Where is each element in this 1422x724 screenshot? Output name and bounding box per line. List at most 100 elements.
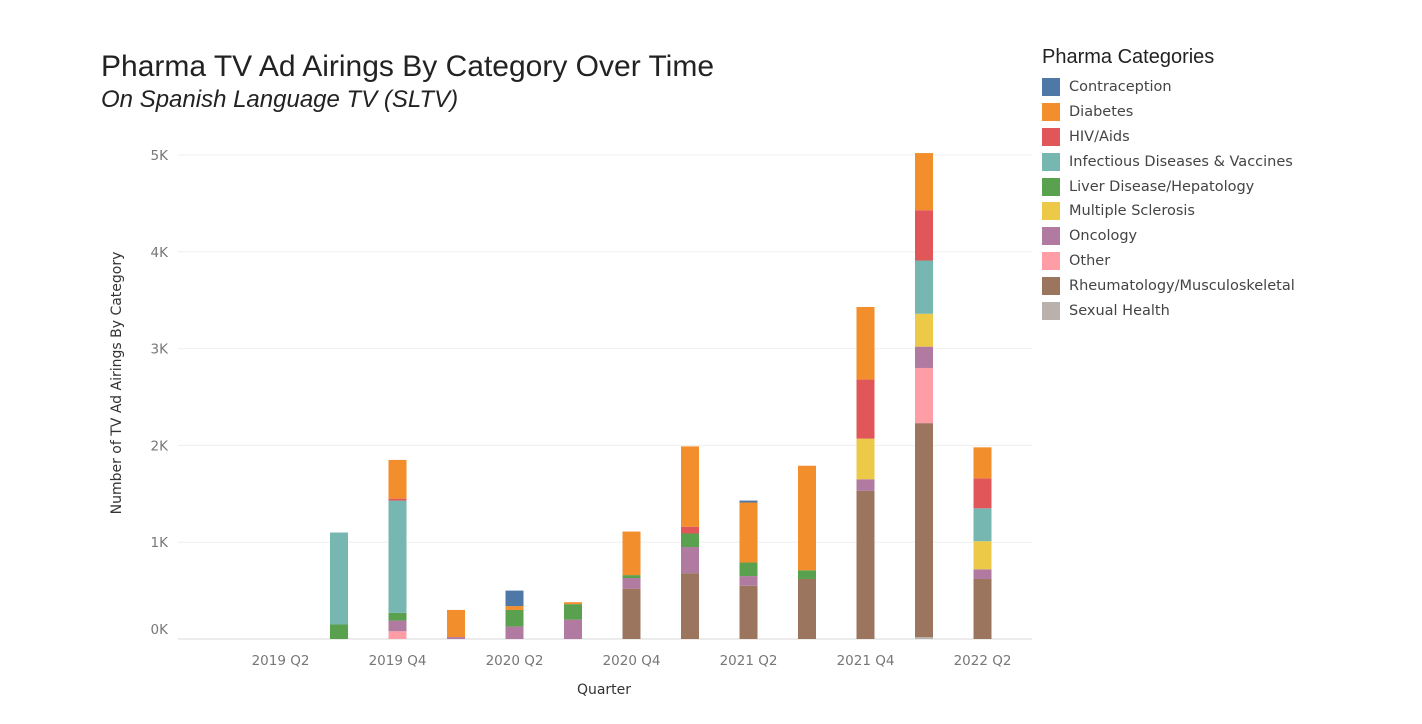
bars	[330, 153, 992, 639]
y-tick-label: 4K	[151, 245, 170, 261]
bar-segment	[739, 585, 758, 639]
x-tick-label: 2021 Q2	[720, 653, 778, 669]
bar-segment	[915, 423, 933, 638]
chart-subtitle: On Spanish Language TV (SLTV)	[101, 86, 459, 113]
chart-title: Pharma TV Ad Airings By Category Over Ti…	[101, 50, 715, 83]
legend-label: Oncology	[1069, 228, 1138, 245]
bar-segment	[388, 498, 407, 501]
bar-segment	[681, 573, 699, 639]
bar-segment	[622, 578, 641, 589]
x-axis-ticks: 2019 Q2 2019 Q4 2020 Q2 2020 Q4 2021 Q2 2021 …	[252, 653, 1012, 669]
bar-segment	[505, 590, 524, 607]
legend-label: Multiple Sclerosis	[1069, 203, 1195, 220]
bar-segment	[388, 620, 407, 632]
bar-segment	[330, 624, 348, 639]
legend-swatch	[1042, 301, 1060, 320]
bar-segment	[915, 313, 933, 347]
legend-label: Contraception	[1069, 79, 1172, 96]
x-axis-title: Quarter	[577, 682, 631, 698]
bar-segment	[973, 447, 992, 479]
bar-segment	[856, 490, 875, 639]
x-tick-label: 2019 Q2	[252, 653, 310, 669]
legend-label: HIV/Aids	[1069, 128, 1130, 145]
legend-swatch	[1042, 251, 1060, 270]
bar-segment	[915, 367, 933, 424]
bar-segment	[622, 575, 641, 579]
bar-segment	[856, 479, 875, 491]
x-tick-label: 2022 Q2	[954, 653, 1012, 669]
bar-segment	[330, 532, 348, 625]
bar-segment	[681, 533, 699, 548]
legend: Pharma Categories Contraception Diabetes H…	[1042, 46, 1295, 323]
legend-swatch	[1042, 227, 1060, 246]
legend-item: HIV/Aids	[1042, 125, 1295, 150]
bar-segment	[388, 500, 407, 613]
legend-swatch	[1042, 78, 1060, 97]
bar-segment	[388, 631, 407, 639]
bar-segment	[564, 619, 582, 639]
legend-item: Infectious Diseases & Vaccines	[1042, 149, 1295, 174]
legend-item: Oncology	[1042, 224, 1295, 249]
bar-segment	[681, 547, 699, 574]
legend-swatch	[1042, 276, 1060, 295]
legend-swatch	[1042, 103, 1060, 122]
bar-segment	[798, 465, 816, 571]
x-tick-label: 2021 Q4	[837, 653, 895, 669]
bar-segment	[505, 606, 524, 610]
bar-segment	[739, 500, 758, 503]
legend-items: Contraception Diabetes HIV/Aids Infectious …	[1042, 75, 1295, 323]
bar-segment	[856, 306, 875, 380]
bar-segment	[739, 562, 758, 577]
legend-item: Liver Disease/Hepatology	[1042, 174, 1295, 199]
bar-segment	[739, 576, 758, 586]
legend-item: Contraception	[1042, 75, 1295, 100]
y-tick-label: 5K	[151, 148, 170, 164]
x-tick-label: 2019 Q4	[369, 653, 427, 669]
x-tick-label: 2020 Q4	[603, 653, 661, 669]
bar-segment	[973, 541, 992, 570]
bar-segment	[915, 346, 933, 368]
gridlines	[178, 154, 1032, 640]
legend-label: Liver Disease/Hepatology	[1069, 178, 1255, 195]
bar-segment	[915, 210, 933, 261]
legend-title: Pharma Categories	[1042, 46, 1215, 68]
bar-segment	[798, 570, 816, 579]
y-tick-label: 0K	[151, 622, 170, 638]
y-axis-ticks: 0K 1K 2K 3K 4K 5K	[151, 148, 170, 638]
legend-swatch	[1042, 127, 1060, 146]
legend-swatch	[1042, 152, 1060, 171]
bar-segment	[447, 609, 465, 638]
bar-segment	[973, 508, 992, 542]
x-tick-label: 2020 Q2	[486, 653, 544, 669]
bar-segment	[798, 578, 816, 639]
legend-label: Infectious Diseases & Vaccines	[1069, 153, 1293, 170]
legend-label: Other	[1069, 252, 1111, 269]
bar-segment	[447, 637, 465, 639]
bar-segment	[564, 604, 582, 620]
bar-segment	[973, 569, 992, 579]
y-tick-label: 3K	[151, 342, 170, 358]
legend-swatch	[1042, 202, 1060, 221]
bar-segment	[856, 438, 875, 480]
legend-label: Diabetes	[1069, 104, 1134, 121]
bar-segment	[915, 153, 933, 211]
bar-segment	[505, 626, 524, 639]
legend-item: Other	[1042, 249, 1295, 274]
legend-label: Rheumatology/Musculoskeletal	[1069, 277, 1295, 294]
chart-plot-area: 0K 1K 2K 3K 4K 5K 2019 Q2 2019 Q4 2020 Q2 2020 Q…	[109, 148, 1032, 698]
bar-segment	[915, 260, 933, 314]
bar-segment	[388, 459, 407, 499]
bar-segment	[973, 578, 992, 639]
y-tick-label: 1K	[151, 535, 170, 551]
bar-segment	[564, 602, 582, 605]
legend-item: Diabetes	[1042, 100, 1295, 125]
bar-segment	[505, 609, 524, 627]
legend-item: Rheumatology/Musculoskeletal	[1042, 273, 1295, 298]
legend-item: Multiple Sclerosis	[1042, 199, 1295, 224]
bar-segment	[739, 502, 758, 563]
legend-swatch	[1042, 177, 1060, 196]
bar-segment	[388, 612, 407, 621]
y-tick-label: 2K	[151, 438, 170, 454]
legend-item: Sexual Health	[1042, 298, 1295, 323]
bar-segment	[622, 531, 641, 576]
